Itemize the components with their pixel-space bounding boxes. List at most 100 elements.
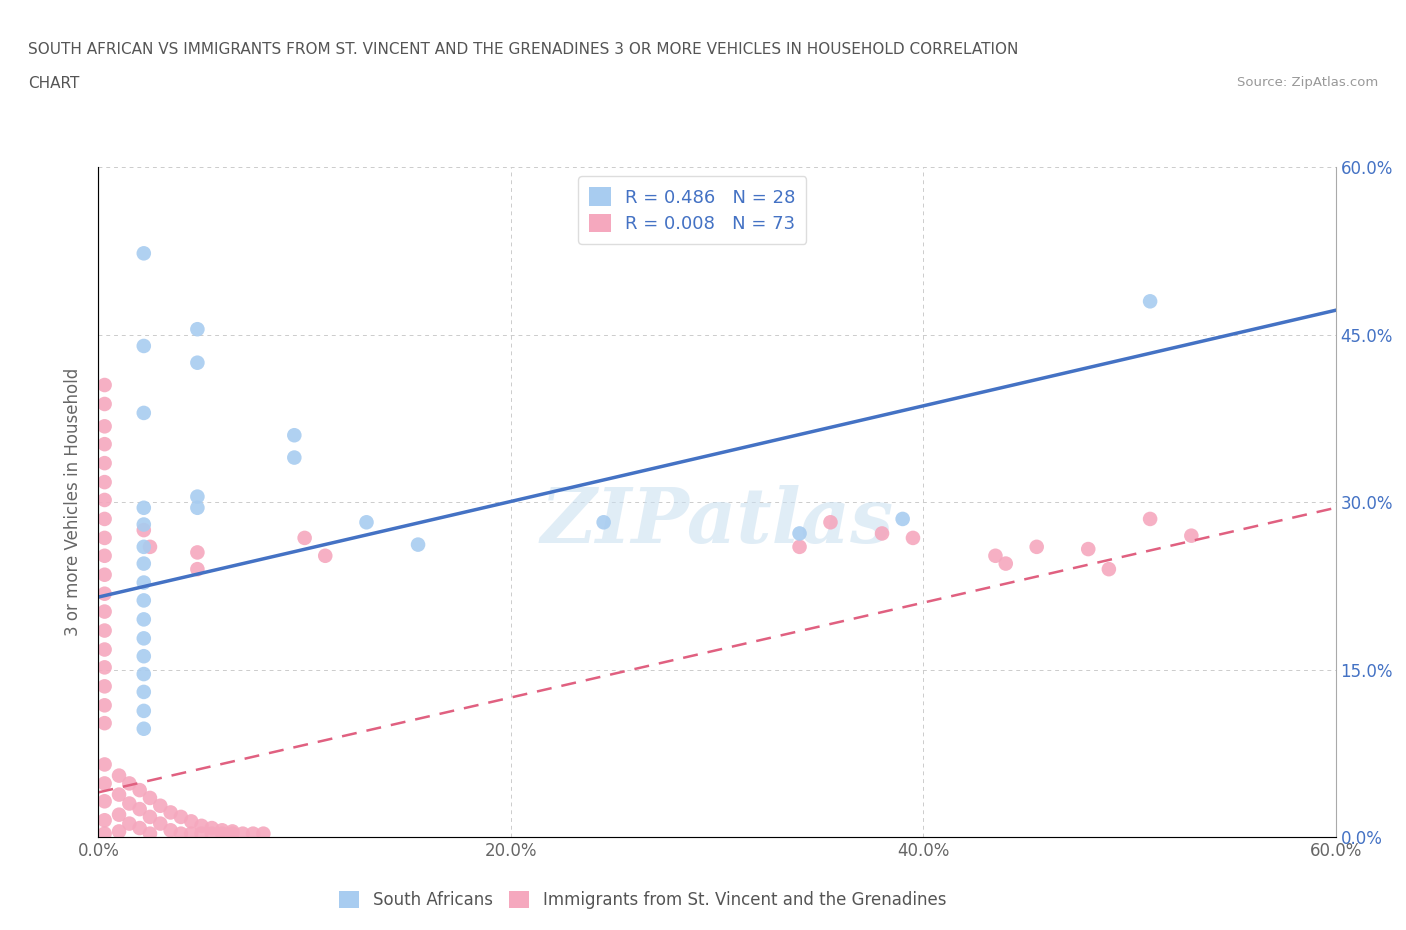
Point [1180,528,1202,543]
Point [1139,512,1161,526]
Point [294,530,316,545]
Point [118,796,141,811]
Point [132,667,155,682]
Point [891,512,914,526]
Point [93,757,115,772]
Point [108,787,131,802]
Point [93,660,115,675]
Point [1077,541,1099,556]
Point [93,679,115,694]
Point [128,802,150,817]
Point [93,623,115,638]
Point [186,545,208,560]
Text: ZIPatlas: ZIPatlas [540,485,894,559]
Point [186,489,208,504]
Point [93,826,115,841]
Point [190,818,212,833]
Point [132,684,155,699]
Point [108,824,131,839]
Point [139,809,162,824]
Point [93,493,115,508]
Point [132,722,155,737]
Point [149,798,172,813]
Point [314,549,336,564]
Point [159,823,181,838]
Point [132,246,155,260]
Point [820,515,842,530]
Point [132,556,155,571]
Point [108,768,131,783]
Point [93,567,115,582]
Point [252,826,274,841]
Point [789,526,811,541]
Point [139,826,162,841]
Point [592,515,614,530]
Point [232,826,254,841]
Point [139,539,162,554]
Point [994,556,1017,571]
Point [93,474,115,489]
Legend: South Africans, Immigrants from St. Vincent and the Grenadines: South Africans, Immigrants from St. Vinc… [333,884,953,916]
Point [190,826,212,841]
Point [93,512,115,526]
Point [108,807,131,822]
Text: Source: ZipAtlas.com: Source: ZipAtlas.com [1237,76,1378,89]
Point [1098,562,1121,577]
Point [132,500,155,515]
Point [93,378,115,392]
Point [132,703,155,718]
Point [93,530,115,545]
Point [789,539,811,554]
Point [93,437,115,452]
Point [406,538,429,552]
Point [128,820,150,835]
Point [118,776,141,790]
Point [93,456,115,471]
Text: CHART: CHART [28,76,80,91]
Point [283,450,305,465]
Point [93,586,115,601]
Point [159,805,181,820]
Point [93,604,115,619]
Point [132,612,155,627]
Point [132,575,155,590]
Point [170,826,193,841]
Text: SOUTH AFRICAN VS IMMIGRANTS FROM ST. VINCENT AND THE GRENADINES 3 OR MORE VEHICL: SOUTH AFRICAN VS IMMIGRANTS FROM ST. VIN… [28,42,1018,57]
Point [901,530,924,545]
Point [93,716,115,731]
Point [170,809,193,824]
Point [132,517,155,532]
Point [93,418,115,433]
Point [132,539,155,554]
Point [870,526,893,541]
Point [132,523,155,538]
Point [93,794,115,809]
Point [221,826,243,841]
Point [356,515,378,530]
Point [1139,294,1161,309]
Point [1025,539,1047,554]
Point [283,428,305,443]
Point [180,826,202,841]
Point [132,339,155,353]
Point [93,549,115,564]
Y-axis label: 3 or more Vehicles in Household: 3 or more Vehicles in Household [65,368,83,636]
Point [149,817,172,831]
Point [118,817,141,831]
Point [132,631,155,645]
Point [221,824,243,839]
Point [201,820,224,835]
Point [93,813,115,828]
Point [186,500,208,515]
Point [211,823,233,838]
Point [186,562,208,577]
Point [93,698,115,712]
Point [132,405,155,420]
Point [93,642,115,657]
Point [128,783,150,798]
Point [93,396,115,411]
Point [139,790,162,805]
Point [132,649,155,664]
Point [132,593,155,608]
Point [984,549,1007,564]
